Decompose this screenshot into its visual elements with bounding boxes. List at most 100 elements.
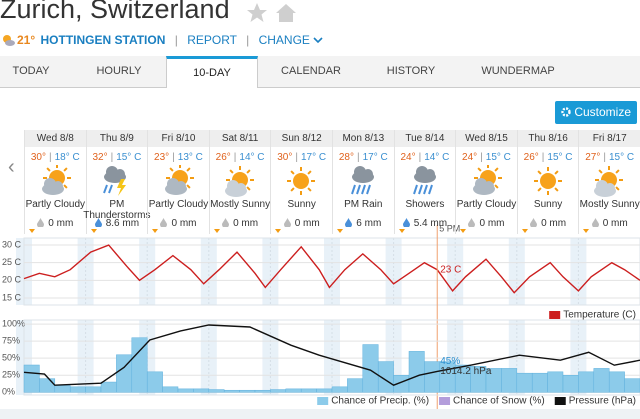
report-link[interactable]: REPORT (187, 33, 237, 47)
day-high: 24° (462, 152, 478, 163)
separator: | (246, 33, 250, 47)
day-date: Wed 8/8 (25, 130, 86, 147)
y-tick-label: 50% (2, 353, 20, 363)
precip-bar (146, 371, 163, 393)
precip-bar (593, 368, 610, 393)
precip-bar (408, 351, 425, 393)
day-condition: Partly Cloudy (148, 199, 209, 210)
separator: | (174, 33, 178, 47)
day-high: 26° (215, 152, 231, 163)
legend-label: Temperature (C) (563, 310, 636, 321)
day-precip: 0 mm (579, 218, 640, 229)
tab[interactable]: 10-DAY (166, 56, 258, 88)
day-marker (152, 229, 159, 233)
drop-icon (222, 218, 230, 228)
day-marker (275, 229, 282, 233)
forecast-day: Sat 8/11 26° | 14° C Mostly Sunny 0 mm (208, 130, 271, 234)
day-low: 14° C (424, 152, 450, 163)
precip-bar (516, 372, 533, 393)
day-low: 13° C (177, 152, 203, 163)
station-link[interactable]: HOTTINGEN STATION (40, 33, 166, 47)
forecast-day: Thu 8/9 32° | 15° C PM Thunderstorms 8.6 mm (83, 130, 151, 234)
precip-bar (39, 378, 56, 393)
plot-frame (23, 237, 640, 306)
day-high: 28° (338, 152, 354, 163)
precip-bar (23, 364, 40, 393)
y-tick-label: 75% (2, 336, 20, 346)
day-high: 27° (585, 152, 601, 163)
day-condition: Showers (405, 199, 445, 210)
drop-icon (530, 218, 538, 228)
precip-bar (254, 389, 271, 393)
series-line (23, 324, 640, 386)
legend-swatch (549, 311, 561, 319)
temp-separator: | (356, 152, 360, 163)
temp-separator: | (48, 152, 52, 163)
change-link[interactable]: CHANGE (258, 33, 310, 47)
weather-icon (473, 165, 503, 195)
y-tick-label: 25% (2, 370, 20, 380)
day-condition: Mostly Sunny (210, 199, 271, 210)
customize-label: Customize (574, 105, 632, 119)
day-marker (213, 229, 220, 233)
day-precip: 8.6 mm (87, 218, 148, 229)
tab[interactable]: WUNDERMAP (481, 65, 555, 77)
weather-icon (533, 167, 562, 195)
drop-icon (160, 218, 168, 228)
forecast-day: Fri 8/10 23° | 13° C Partly Cloudy 0 mm (147, 130, 209, 234)
day-temps: 30° | 18° C (25, 152, 86, 163)
now-label: 5 PM (439, 223, 460, 233)
drop-icon (591, 218, 599, 228)
precip-bar (85, 386, 102, 393)
day-date: Sat 8/11 (209, 130, 271, 147)
day-high: 26° (523, 152, 539, 163)
tab[interactable]: HOURLY (96, 65, 142, 77)
current-temp: 21° (17, 33, 36, 47)
tab[interactable]: CALENDAR (281, 65, 341, 77)
y-tick-label: 30 C (2, 239, 22, 249)
day-date: Fri 8/10 (148, 130, 209, 147)
precip-bar (424, 361, 441, 393)
day-temps: 24° | 15° C (456, 152, 517, 163)
header-icons[interactable] (246, 2, 298, 24)
prev-arrow[interactable]: ‹ (8, 156, 15, 178)
precip-amount: 0 mm (233, 218, 259, 229)
day-condition: PM Rain (344, 199, 383, 210)
precip-bar (300, 388, 317, 393)
day-temps: 26° | 14° C (210, 152, 271, 163)
day-condition: PM Thunderstorms (83, 199, 151, 221)
day-low: 15° C (608, 152, 635, 163)
day-high: 30° (277, 152, 293, 163)
drop-icon (345, 218, 353, 228)
y-tick-label: 20 C (2, 275, 22, 285)
precip-bar (131, 337, 148, 393)
temp-separator: | (480, 152, 483, 163)
day-date: Mon 8/13 (333, 130, 394, 147)
drop-icon (468, 218, 476, 228)
day-low: 15° C (485, 152, 511, 163)
day-condition: Partly Cloudy (25, 199, 86, 210)
precip-bar (331, 386, 348, 393)
day-marker (337, 229, 343, 233)
precip-bar (208, 389, 225, 393)
day-date: Wed 8/15 (456, 130, 517, 147)
day-precip: 0 mm (456, 218, 517, 229)
day-high: 32° (92, 152, 108, 163)
customize-button[interactable]: Customize (555, 101, 637, 124)
precip-amount: 0 mm (294, 218, 320, 229)
temp-separator: | (603, 152, 606, 163)
tab[interactable]: TODAY (12, 65, 50, 77)
forecast-day: Sun 8/12 30° | 17° C Sunny 0 mm (270, 130, 332, 234)
day-date: Sun 8/12 (271, 130, 332, 147)
precip-amount: 0 mm (479, 218, 505, 229)
precip-bar (223, 389, 240, 393)
weather-icon (594, 166, 624, 197)
temp-separator: | (541, 152, 545, 163)
day-low: 18° C (54, 152, 80, 163)
tab[interactable]: HISTORY (386, 65, 436, 77)
legend-label: Pressure (hPa) (569, 396, 636, 407)
day-low: 15° C (116, 152, 142, 163)
annotation: 23 C (440, 264, 461, 275)
